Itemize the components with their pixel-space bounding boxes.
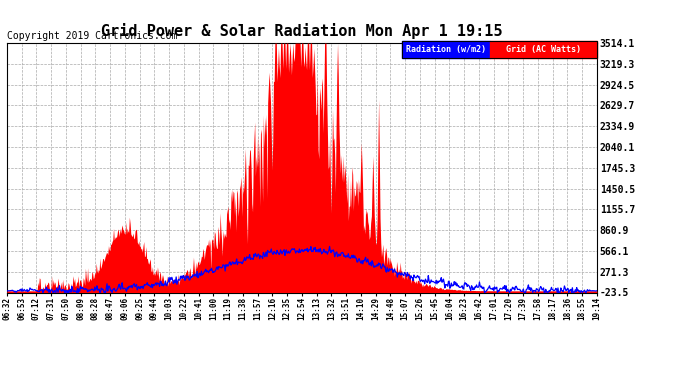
Text: Copyright 2019 Cartronics.com: Copyright 2019 Cartronics.com: [7, 31, 177, 40]
Title: Grid Power & Solar Radiation Mon Apr 1 19:15: Grid Power & Solar Radiation Mon Apr 1 1…: [101, 24, 502, 39]
